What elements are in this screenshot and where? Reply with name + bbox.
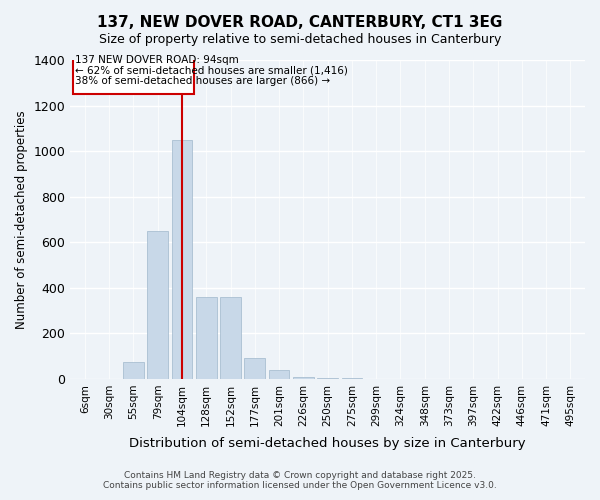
Text: ← 62% of semi-detached houses are smaller (1,416): ← 62% of semi-detached houses are smalle… <box>75 66 348 76</box>
Text: Size of property relative to semi-detached houses in Canterbury: Size of property relative to semi-detach… <box>99 32 501 46</box>
Bar <box>269 370 289 379</box>
Y-axis label: Number of semi-detached properties: Number of semi-detached properties <box>15 110 28 329</box>
Bar <box>172 140 192 379</box>
Bar <box>148 231 168 379</box>
X-axis label: Distribution of semi-detached houses by size in Canterbury: Distribution of semi-detached houses by … <box>130 437 526 450</box>
Bar <box>244 358 265 379</box>
Text: 137 NEW DOVER ROAD: 94sqm: 137 NEW DOVER ROAD: 94sqm <box>75 56 239 66</box>
Bar <box>317 378 338 379</box>
Bar <box>123 362 144 379</box>
Text: Contains HM Land Registry data © Crown copyright and database right 2025.
Contai: Contains HM Land Registry data © Crown c… <box>103 470 497 490</box>
Text: 137, NEW DOVER ROAD, CANTERBURY, CT1 3EG: 137, NEW DOVER ROAD, CANTERBURY, CT1 3EG <box>97 15 503 30</box>
Text: 38% of semi-detached houses are larger (866) →: 38% of semi-detached houses are larger (… <box>75 76 330 86</box>
Bar <box>220 297 241 379</box>
FancyBboxPatch shape <box>73 53 194 94</box>
Bar <box>196 297 217 379</box>
Bar <box>293 376 314 379</box>
